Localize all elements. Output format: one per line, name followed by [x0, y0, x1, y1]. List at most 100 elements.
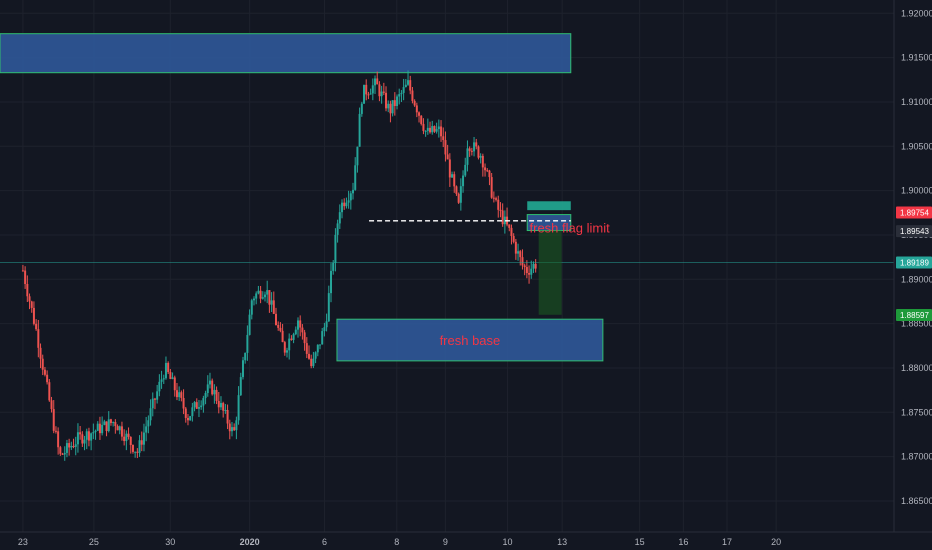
candle-body: [43, 369, 46, 375]
candle-body: [499, 209, 502, 211]
candle-body: [530, 268, 533, 275]
candle-body: [127, 433, 130, 437]
candle-body: [481, 155, 484, 168]
candle-body: [48, 382, 51, 401]
supply-demand-zone: [336, 318, 604, 362]
candle-body: [112, 422, 115, 424]
candle-body: [189, 416, 192, 421]
y-tick-label: 1.89000: [901, 274, 932, 284]
candle-body: [451, 174, 454, 178]
candle-body: [21, 270, 24, 272]
candle-body: [301, 327, 304, 333]
candle-body: [352, 189, 355, 194]
candle-body: [473, 142, 476, 152]
candle-body: [532, 263, 535, 269]
candle-body: [310, 358, 313, 367]
candle-body: [140, 440, 143, 445]
candle-body: [195, 402, 198, 409]
price-tag-label: 1.89189: [900, 259, 929, 268]
candle-body: [468, 148, 471, 151]
candle-body: [442, 136, 445, 141]
candle-body: [215, 389, 218, 401]
candle-body: [277, 325, 280, 328]
zones: fresh base: [0, 33, 604, 362]
candle-body: [369, 93, 372, 95]
candle-body: [96, 423, 99, 431]
price-tag-label: 1.88597: [900, 311, 929, 320]
candle-body: [28, 296, 31, 302]
candle-body: [30, 301, 33, 308]
candles: [21, 70, 537, 461]
candle-body: [131, 445, 134, 452]
y-tick-label: 1.92000: [901, 8, 932, 18]
candle-body: [459, 186, 462, 203]
candle-body: [475, 142, 478, 147]
candle-body: [426, 127, 429, 131]
candle-body: [523, 265, 526, 268]
candle-body: [222, 403, 225, 411]
candle-body: [495, 198, 498, 200]
candle-body: [354, 165, 357, 190]
candle-body: [65, 443, 68, 453]
candle-body: [492, 197, 495, 199]
candle-body: [528, 273, 531, 275]
candle-body: [283, 342, 286, 353]
candle-body: [151, 398, 154, 409]
y-tick-label: 1.86500: [901, 496, 932, 506]
candle-body: [224, 409, 227, 411]
position-reward-zone: [538, 230, 562, 315]
candle-body: [257, 290, 260, 294]
candle-body: [81, 434, 84, 444]
zone-label: fresh base: [440, 333, 501, 348]
candle-body: [385, 92, 388, 109]
candle-body: [50, 400, 53, 410]
candle-body: [402, 87, 405, 93]
candle-body: [191, 407, 194, 417]
candle-body: [411, 90, 414, 101]
candle-body: [270, 300, 273, 305]
candle-body: [26, 283, 29, 297]
candle-body: [178, 392, 181, 398]
x-tick-label: 15: [635, 537, 645, 547]
x-tick-label: 20: [771, 537, 781, 547]
candle-body: [398, 94, 401, 97]
time-axis[interactable]: 23 25 30 2020 6 8 9 10 13 15 16 17 20: [18, 537, 781, 547]
candle-body: [109, 419, 112, 424]
candle-body: [90, 433, 93, 441]
candle-body: [314, 352, 317, 359]
candle-body: [299, 320, 302, 328]
candle-body: [321, 331, 324, 345]
candle-body: [138, 440, 141, 453]
candle-body: [521, 257, 524, 266]
candle-body: [173, 377, 176, 391]
candle-body: [68, 443, 71, 448]
candle-body: [239, 377, 242, 396]
candle-body: [422, 123, 425, 131]
candle-body: [200, 405, 203, 408]
candle-body: [263, 294, 266, 298]
candle-body: [83, 439, 86, 444]
y-tick-label: 1.90000: [901, 186, 932, 196]
candle-body: [486, 170, 489, 172]
candle-body: [145, 426, 148, 433]
candle-body: [477, 146, 480, 158]
candle-body: [272, 300, 275, 314]
price-tags: 1.89754 1.89543 1.89189 1.88597: [896, 206, 932, 322]
candle-body: [285, 350, 288, 353]
candle-body: [162, 378, 165, 380]
candle-body: [424, 130, 427, 132]
candle-body: [455, 186, 458, 194]
candle-body: [171, 377, 174, 379]
candle-body: [103, 421, 106, 425]
candle-body: [312, 358, 315, 367]
candle-body: [418, 112, 421, 116]
candle-body: [149, 408, 152, 421]
candle-body: [338, 212, 341, 224]
candle-body: [396, 96, 399, 107]
candle-body: [297, 320, 299, 330]
candle-body: [448, 159, 451, 178]
candle-body: [393, 100, 396, 107]
